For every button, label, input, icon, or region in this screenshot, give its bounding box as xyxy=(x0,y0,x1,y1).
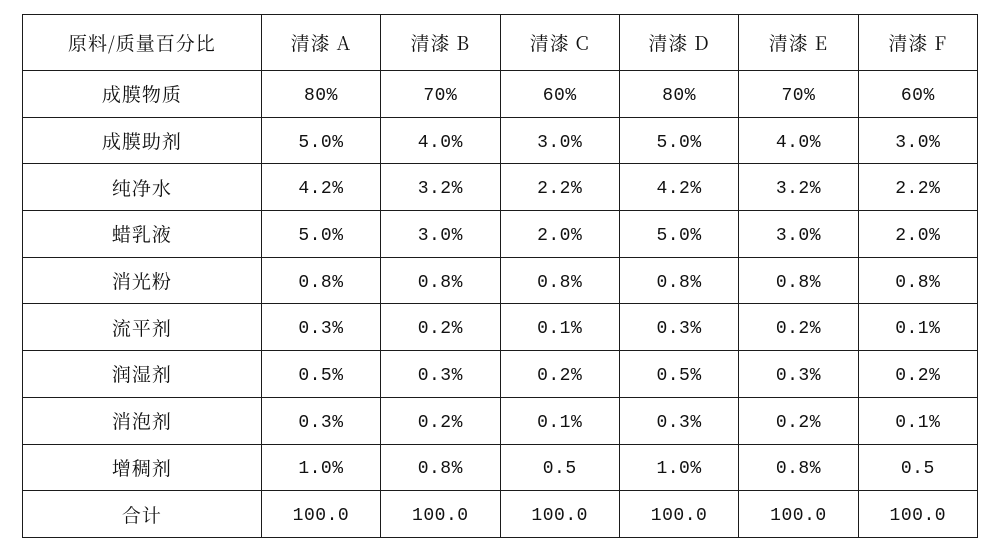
cell-value: 0.8% xyxy=(858,257,977,304)
cell-value: 2.2% xyxy=(500,164,619,211)
cell-value: 4.2% xyxy=(619,164,738,211)
cell-value: 3.2% xyxy=(739,164,858,211)
cell-value: 70% xyxy=(739,71,858,118)
cell-value: 0.3% xyxy=(261,397,380,444)
table-row: 合计100.0100.0100.0100.0100.0100.0 xyxy=(23,491,978,538)
cell-value: 100.0 xyxy=(381,491,500,538)
cell-value: 0.1% xyxy=(500,304,619,351)
cell-value: 4.0% xyxy=(381,117,500,164)
cell-value: 0.2% xyxy=(381,397,500,444)
table-row: 流平剂0.3%0.2%0.1%0.3%0.2%0.1% xyxy=(23,304,978,351)
cell-value: 3.0% xyxy=(739,211,858,258)
col-header: 清漆 E xyxy=(739,15,858,71)
cell-value: 0.8% xyxy=(261,257,380,304)
row-label: 润湿剂 xyxy=(23,351,262,398)
cell-value: 2.2% xyxy=(858,164,977,211)
cell-value: 0.2% xyxy=(381,304,500,351)
cell-value: 0.8% xyxy=(619,257,738,304)
col-header: 清漆 B xyxy=(381,15,500,71)
cell-value: 0.3% xyxy=(739,351,858,398)
table-row: 消光粉0.8%0.8%0.8%0.8%0.8%0.8% xyxy=(23,257,978,304)
table-row: 成膜助剂5.0%4.0%3.0%5.0%4.0%3.0% xyxy=(23,117,978,164)
table-wrap: 原料/质量百分比 清漆 A 清漆 B 清漆 C 清漆 D 清漆 E 清漆 F 成… xyxy=(0,0,1000,556)
cell-value: 0.8% xyxy=(739,444,858,491)
row-label: 流平剂 xyxy=(23,304,262,351)
col-header: 清漆 A xyxy=(261,15,380,71)
row-label: 消光粉 xyxy=(23,257,262,304)
table-row: 增稠剂1.0%0.8%0.51.0%0.8%0.5 xyxy=(23,444,978,491)
cell-value: 60% xyxy=(500,71,619,118)
cell-value: 0.5 xyxy=(858,444,977,491)
cell-value: 2.0% xyxy=(500,211,619,258)
cell-value: 100.0 xyxy=(739,491,858,538)
cell-value: 0.5% xyxy=(261,351,380,398)
corner-header: 原料/质量百分比 xyxy=(23,15,262,71)
cell-value: 0.1% xyxy=(858,397,977,444)
table-row: 纯净水4.2%3.2%2.2%4.2%3.2%2.2% xyxy=(23,164,978,211)
cell-value: 100.0 xyxy=(261,491,380,538)
cell-value: 0.8% xyxy=(381,444,500,491)
col-header: 清漆 D xyxy=(619,15,738,71)
cell-value: 0.2% xyxy=(739,397,858,444)
cell-value: 0.3% xyxy=(261,304,380,351)
cell-value: 3.0% xyxy=(500,117,619,164)
row-label: 成膜物质 xyxy=(23,71,262,118)
table-header-row: 原料/质量百分比 清漆 A 清漆 B 清漆 C 清漆 D 清漆 E 清漆 F xyxy=(23,15,978,71)
row-label: 消泡剂 xyxy=(23,397,262,444)
cell-value: 0.3% xyxy=(619,397,738,444)
row-label: 合计 xyxy=(23,491,262,538)
row-label: 蜡乳液 xyxy=(23,211,262,258)
cell-value: 3.0% xyxy=(858,117,977,164)
cell-value: 3.0% xyxy=(381,211,500,258)
cell-value: 100.0 xyxy=(619,491,738,538)
col-header: 清漆 C xyxy=(500,15,619,71)
col-header: 清漆 F xyxy=(858,15,977,71)
row-label: 增稠剂 xyxy=(23,444,262,491)
table-row: 蜡乳液5.0%3.0%2.0%5.0%3.0%2.0% xyxy=(23,211,978,258)
cell-value: 4.2% xyxy=(261,164,380,211)
table-body: 成膜物质80%70%60%80%70%60%成膜助剂5.0%4.0%3.0%5.… xyxy=(23,71,978,538)
cell-value: 100.0 xyxy=(858,491,977,538)
cell-value: 5.0% xyxy=(619,117,738,164)
cell-value: 0.2% xyxy=(858,351,977,398)
row-label: 纯净水 xyxy=(23,164,262,211)
row-label: 成膜助剂 xyxy=(23,117,262,164)
cell-value: 0.2% xyxy=(739,304,858,351)
cell-value: 0.1% xyxy=(858,304,977,351)
cell-value: 3.2% xyxy=(381,164,500,211)
cell-value: 0.8% xyxy=(739,257,858,304)
cell-value: 0.2% xyxy=(500,351,619,398)
cell-value: 0.3% xyxy=(381,351,500,398)
cell-value: 70% xyxy=(381,71,500,118)
cell-value: 5.0% xyxy=(261,117,380,164)
cell-value: 1.0% xyxy=(619,444,738,491)
cell-value: 0.5 xyxy=(500,444,619,491)
table-row: 消泡剂0.3%0.2%0.1%0.3%0.2%0.1% xyxy=(23,397,978,444)
cell-value: 100.0 xyxy=(500,491,619,538)
cell-value: 1.0% xyxy=(261,444,380,491)
cell-value: 80% xyxy=(619,71,738,118)
cell-value: 5.0% xyxy=(619,211,738,258)
cell-value: 80% xyxy=(261,71,380,118)
table-row: 润湿剂0.5%0.3%0.2%0.5%0.3%0.2% xyxy=(23,351,978,398)
cell-value: 60% xyxy=(858,71,977,118)
cell-value: 0.5% xyxy=(619,351,738,398)
cell-value: 0.1% xyxy=(500,397,619,444)
cell-value: 0.3% xyxy=(619,304,738,351)
composition-table: 原料/质量百分比 清漆 A 清漆 B 清漆 C 清漆 D 清漆 E 清漆 F 成… xyxy=(22,14,978,538)
cell-value: 4.0% xyxy=(739,117,858,164)
cell-value: 5.0% xyxy=(261,211,380,258)
cell-value: 2.0% xyxy=(858,211,977,258)
cell-value: 0.8% xyxy=(500,257,619,304)
table-row: 成膜物质80%70%60%80%70%60% xyxy=(23,71,978,118)
cell-value: 0.8% xyxy=(381,257,500,304)
